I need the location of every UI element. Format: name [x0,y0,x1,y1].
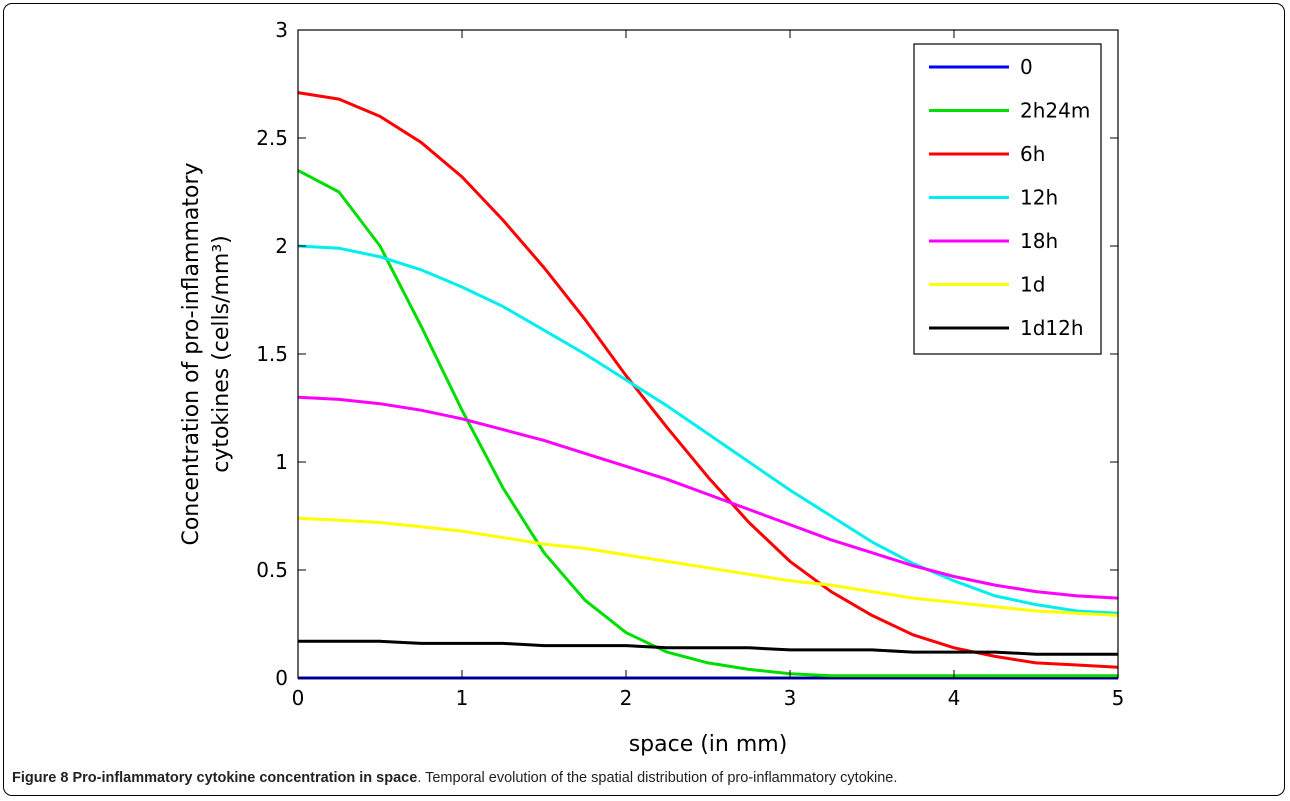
x-tick-label: 3 [784,686,797,710]
y-tick-label: 2 [275,234,288,258]
figure-label: Figure 8 [12,770,69,786]
y-tick-label: 1 [275,450,288,474]
legend-label-6: 1d12h [1020,316,1084,340]
x-tick-label: 4 [948,686,961,710]
y-tick-label: 3 [275,18,288,42]
x-axis-label: space (in mm) [629,732,788,757]
series-line-4 [297,395,1119,600]
y-tick-label: 0 [275,666,288,690]
y-tick-label: 1.5 [256,342,288,366]
legend-label-5: 1d [1020,273,1045,297]
y-axis-label-line-1: cytokines (cells/mm³) [209,235,234,473]
series-line-3 [297,244,1119,615]
y-tick-label: 0.5 [256,558,288,582]
legend-label-0: 0 [1020,55,1033,79]
caption-text: . Temporal evolution of the spatial dist… [417,770,898,786]
x-tick-label: 0 [292,686,305,710]
legend-label-3: 12h [1020,186,1058,210]
series-line-1 [297,169,1118,678]
x-tick-label: 5 [1112,686,1125,710]
series-line-5 [297,516,1119,617]
y-tick-label: 2.5 [256,126,288,150]
figure-caption: Figure 8 Pro-inflammatory cytokine conce… [12,770,1274,786]
figure-title: Pro-inflammatory cytokine concentration … [72,770,418,786]
x-tick-label: 2 [620,686,633,710]
legend-label-1: 2h24m [1020,99,1090,123]
legend-label-2: 6h [1020,142,1045,166]
series-line-6 [298,639,1118,656]
x-tick-label: 1 [456,686,469,710]
y-axis-label-line-0: Concentration of pro-inflammatory [179,162,204,545]
legend-label-4: 18h [1020,229,1058,253]
